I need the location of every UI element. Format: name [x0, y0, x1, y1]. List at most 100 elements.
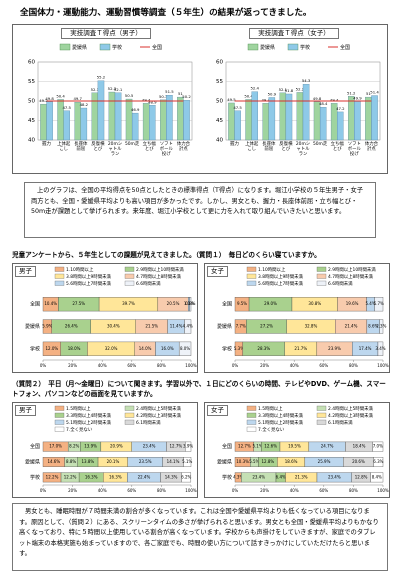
bar — [268, 97, 276, 141]
bar — [91, 92, 99, 141]
legend-swatch — [124, 419, 135, 425]
x-tick-label: 立ち幅とび — [142, 142, 156, 152]
data-label: 30.4% — [107, 324, 120, 329]
chart-svg: 1.10時間以上 2.9時間以上10時間未満 3.8時間以上9時間未満 4.7時間以上… — [217, 266, 389, 368]
data-label: 47.5 — [63, 105, 72, 110]
data-label: 49.4 — [142, 97, 151, 102]
data-label: 47.5 — [233, 105, 242, 110]
legend-label: 5.6時間以上7時間未満 — [66, 280, 112, 287]
legend-label: 6.6時間未満 — [328, 280, 353, 287]
data-label: 49.9 — [353, 95, 362, 100]
data-label: 12.7% — [169, 444, 182, 449]
bar-segment — [184, 319, 192, 334]
x-tick-label: 80% — [157, 488, 166, 493]
bar — [97, 80, 105, 141]
legend-label: 1.10時間以上 — [258, 266, 286, 273]
x-tick-label: 長座体前屈 — [262, 142, 276, 152]
data-label: 49.7 — [73, 96, 82, 101]
data-label: 50.4 — [244, 93, 253, 98]
legend-label: 4.7時間以上8時間未満 — [136, 273, 182, 280]
legend-label: 学校 — [112, 44, 122, 51]
legend-swatch — [247, 43, 259, 51]
x-tick-label: 反復横とび — [91, 142, 105, 152]
bar — [80, 107, 88, 141]
data-label: 23.4% — [143, 444, 156, 449]
data-label: 50.9 — [268, 91, 277, 96]
legend-label: 3.8時間以上9時間未満 — [258, 273, 304, 280]
x-tick-label: 100% — [377, 363, 389, 368]
bar — [302, 84, 310, 141]
data-label: 51 — [178, 91, 183, 96]
data-label: 0.8% — [185, 301, 195, 306]
data-label: 23.5% — [139, 459, 152, 464]
legend-label: 5.1時間以上2時間未満 — [66, 419, 112, 426]
x-tick-label: 上体起こし — [57, 142, 71, 152]
data-label: 49.4 — [261, 97, 270, 102]
x-tick-label: 80% — [349, 488, 358, 493]
chart-title: 実技調査Ｔ得点（男子） — [61, 28, 151, 39]
bar — [319, 107, 327, 141]
bar — [160, 99, 167, 141]
bar — [131, 112, 139, 141]
bar-segment — [178, 341, 192, 356]
bar — [313, 101, 321, 141]
x-tick-label: 長座体前屈 — [74, 142, 88, 152]
x-tick-label: 0% — [40, 363, 47, 368]
data-label: 12.0% — [46, 346, 59, 351]
legend-swatch — [246, 405, 257, 411]
x-tick-label: 40% — [290, 363, 299, 368]
data-label: 52.1 — [114, 87, 123, 92]
y-tick-label: 愛媛県 — [25, 459, 40, 466]
x-tick-label: 20mシャトルラン — [107, 142, 123, 157]
bar-segment — [183, 457, 192, 467]
legend-swatch — [124, 266, 135, 272]
data-label: 8.8% — [66, 459, 76, 464]
data-label: 8.2% — [69, 444, 79, 449]
x-tick-label: 体力合計点 — [176, 142, 191, 152]
x-tick-label: ソフトボール投げ — [347, 142, 361, 157]
bar — [354, 101, 361, 141]
chart-svg: 1.5時間以上 2.4時間以上5時間未満 3.3時間以上4時間未満 4.2時間以上3時… — [25, 405, 197, 493]
legend-swatch — [246, 266, 257, 272]
chart: 愛媛県 学校 全国 40 45 50 55 60 49.5 47.5 50.4 52.4 49.4 50.… — [204, 28, 384, 170]
data-label: 24.7% — [321, 444, 334, 449]
y-tick-label: 全国 — [222, 443, 232, 450]
y-tick-label: 45 — [216, 118, 223, 124]
data-label: 50.2 — [182, 94, 191, 99]
data-label: 49.5 — [227, 97, 236, 102]
data-label: 52.3 — [108, 86, 117, 91]
data-label: 17.4% — [359, 346, 372, 351]
chart: 1.5時間以上 2.4時間以上5時間未満 3.3時間以上4時間未満 4.2時間以上3時… — [12, 402, 198, 498]
legend-label: 7.全く見ない — [258, 426, 285, 433]
data-label: 14.6% — [47, 459, 60, 464]
data-label: 13.8% — [81, 459, 94, 464]
data-label: 52.2 — [296, 86, 305, 91]
y-tick-label: 45 — [28, 118, 35, 124]
bar — [337, 111, 344, 141]
legend-swatch — [54, 426, 65, 432]
data-label: 23.9% — [328, 346, 341, 351]
x-tick-label: 立ち幅とび — [330, 142, 344, 152]
data-label: 5.3% — [234, 346, 244, 351]
legend-swatch — [54, 412, 65, 418]
legend-label: 2.9時間以上10時間未満 — [136, 266, 184, 273]
data-label: 1.1% — [184, 301, 194, 306]
legend-label: 6.1時間未満 — [136, 419, 161, 426]
legend-swatch — [59, 43, 71, 51]
data-label: 22.4% — [138, 474, 151, 479]
legend-swatch — [54, 405, 65, 411]
data-label: 9.5% — [237, 301, 247, 306]
x-tick-label: 100% — [185, 488, 197, 493]
x-tick-label: 40% — [290, 488, 299, 493]
legend-label: 5.1時間以上2時間未満 — [258, 419, 304, 426]
legend-swatch — [124, 280, 135, 286]
data-label: 6.2% — [181, 474, 191, 479]
legend-label: 5.6時間以上7時間未満 — [258, 280, 304, 287]
y-tick-label: 愛媛県 — [25, 323, 40, 330]
y-tick-label: 全国 — [30, 301, 40, 308]
data-label: 5.7% — [374, 301, 384, 306]
bar-segment — [370, 472, 384, 483]
bar-segment — [181, 472, 192, 483]
data-label: 11.4% — [170, 324, 183, 329]
legend-swatch — [54, 266, 65, 272]
